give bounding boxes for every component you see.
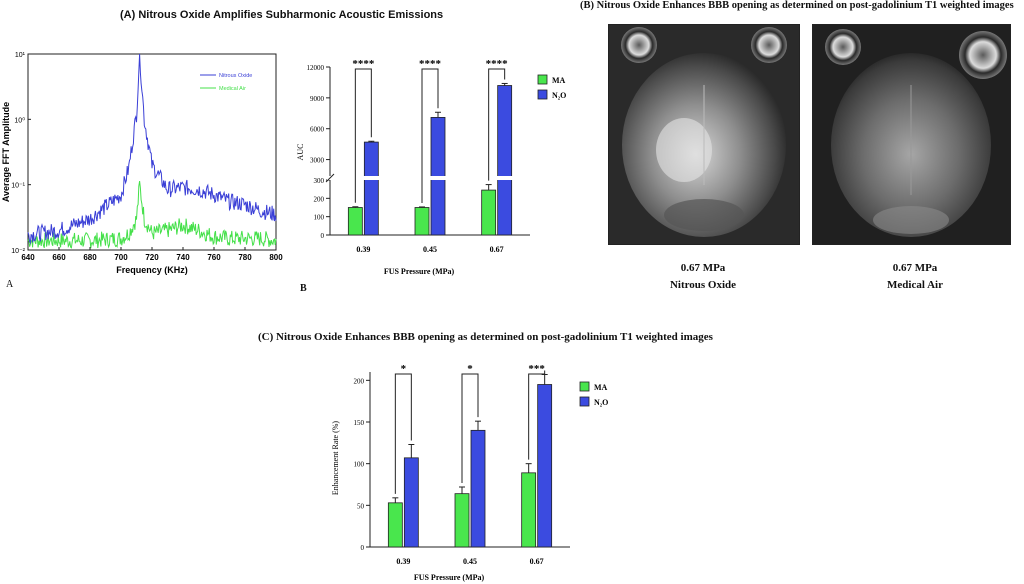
category-label: 0.39 <box>356 245 370 254</box>
y-tick-label: 10⁻¹ <box>11 183 25 190</box>
left-image-gas: Nitrous Oxide <box>669 279 737 291</box>
left-image-pressure: 0.67 MPa <box>680 262 726 274</box>
x-tick-label: 680 <box>83 253 97 262</box>
bar-n2o <box>470 429 486 548</box>
y-tick-label: 200 <box>314 195 325 203</box>
category-label: 0.67 <box>530 557 544 566</box>
significance-label: * <box>467 363 473 375</box>
significance-label: * <box>401 363 407 375</box>
right-image-gas: Medical Air <box>887 279 943 291</box>
category-label: 0.67 <box>490 245 504 254</box>
y-tick-label: 10¹ <box>15 52 26 59</box>
bar-ma <box>347 207 363 236</box>
y-tick-label: 3000 <box>310 157 325 165</box>
legend-label: MA <box>594 383 608 392</box>
axis-break-gap <box>327 176 532 180</box>
significance-label: **** <box>486 58 509 70</box>
significance-bracket <box>461 373 479 483</box>
right-image-pressure: 0.67 MPa <box>892 262 938 274</box>
panel-a-title: (A) Nitrous Oxide Amplifies Subharmonic … <box>120 9 444 21</box>
bar-ma <box>521 472 537 548</box>
significance-label: **** <box>419 58 442 70</box>
plot-area-frame <box>27 53 277 251</box>
y-tick-label: 9000 <box>310 95 325 103</box>
significance-label: *** <box>528 363 545 375</box>
bar-n2o <box>403 457 419 548</box>
panel-a-letter: A <box>6 279 14 290</box>
medical-air-series <box>27 181 277 249</box>
x-tick-label: 780 <box>238 253 252 262</box>
mri-nitrous-oxide-image <box>608 24 800 245</box>
x-tick-label: 640 <box>21 253 35 262</box>
bar-ma <box>387 502 403 548</box>
bar-n2o <box>363 141 379 236</box>
y-tick-label: 12000 <box>307 64 325 72</box>
y-axis-label: AUC <box>296 144 305 161</box>
y-tick-label: 100 <box>354 461 365 469</box>
legend-label: N₂O <box>552 91 566 100</box>
bar-ma <box>481 189 497 236</box>
legend-label: N₂O <box>594 398 608 407</box>
legend-label-air: Medical Air <box>219 86 246 92</box>
x-axis-label: Frequency (KHz) <box>116 265 188 275</box>
nitrous-oxide-series <box>27 53 277 245</box>
x-tick-label: 760 <box>207 253 221 262</box>
x-tick-label: 720 <box>145 253 159 262</box>
y-tick-label: 150 <box>354 419 365 427</box>
fft-spectrum-chart: 640 660 680 700 720 740 760 780 800 10¹ 10⁰ 10⁻¹ 10… <box>1 52 283 275</box>
legend-swatch <box>537 74 548 85</box>
y-tick-label: 200 <box>354 377 365 385</box>
panel-b-images-title: (B) Nitrous Oxide Enhances BBB opening a… <box>580 0 1014 11</box>
y-tick-label: 0 <box>361 544 365 552</box>
significance-bracket <box>528 370 546 460</box>
category-label: 0.39 <box>396 557 410 566</box>
x-tick-label: 800 <box>269 253 283 262</box>
x-axis-label: FUS Pressure (MPa) <box>414 573 485 582</box>
y-tick-label: 0 <box>321 232 325 240</box>
bar-ma <box>454 493 470 548</box>
bar-n2o <box>537 384 553 548</box>
y-tick-label: 50 <box>357 502 365 510</box>
significance-bracket <box>421 68 439 203</box>
significance-bracket <box>488 68 506 181</box>
bar-n2o <box>497 85 513 236</box>
panel-c-title: (C) Nitrous Oxide Enhances BBB opening a… <box>258 331 713 343</box>
y-tick-label: 300 <box>314 177 325 185</box>
legend-swatch <box>579 396 590 407</box>
significance-bracket <box>354 68 372 203</box>
legend-label-nitrous: Nitrous Oxide <box>219 73 252 79</box>
category-label: 0.45 <box>423 245 437 254</box>
x-tick-label: 740 <box>176 253 190 262</box>
significance-label: **** <box>352 58 375 70</box>
legend-swatch <box>579 381 590 392</box>
axis-break-mark <box>325 173 335 183</box>
x-axis-label: FUS Pressure (MPa) <box>384 267 455 276</box>
significance-bracket <box>394 373 412 494</box>
category-label: 0.45 <box>463 557 477 566</box>
legend-swatch <box>537 89 548 100</box>
legend-label: MA <box>552 76 566 85</box>
bar-ma <box>414 207 430 236</box>
y-tick-label: 100 <box>314 214 325 222</box>
y-axis-label: Average FFT Amplitude <box>1 102 11 202</box>
mri-medical-air-image <box>812 24 1011 245</box>
panel-b-letter: B <box>300 283 307 294</box>
y-tick-label: 10⁰ <box>14 116 25 124</box>
x-tick-label: 660 <box>52 253 66 262</box>
x-tick-label: 700 <box>114 253 128 262</box>
y-tick-label: 6000 <box>310 126 325 134</box>
y-axis-label: Enhancement Rate (%) <box>331 421 340 496</box>
y-tick-label: 10⁻² <box>11 248 25 255</box>
